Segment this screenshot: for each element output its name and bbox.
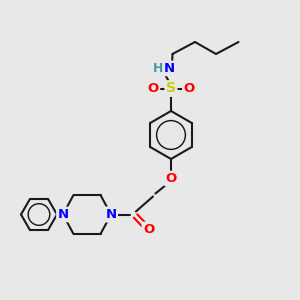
Text: N: N — [57, 208, 69, 221]
Text: N: N — [105, 208, 117, 221]
Text: O: O — [183, 82, 195, 95]
Text: O: O — [143, 223, 154, 236]
Text: S: S — [166, 82, 176, 95]
Text: O: O — [147, 82, 159, 95]
Text: N: N — [164, 62, 175, 75]
Text: H: H — [153, 62, 163, 75]
Text: N: N — [105, 208, 117, 221]
Text: O: O — [165, 172, 177, 185]
